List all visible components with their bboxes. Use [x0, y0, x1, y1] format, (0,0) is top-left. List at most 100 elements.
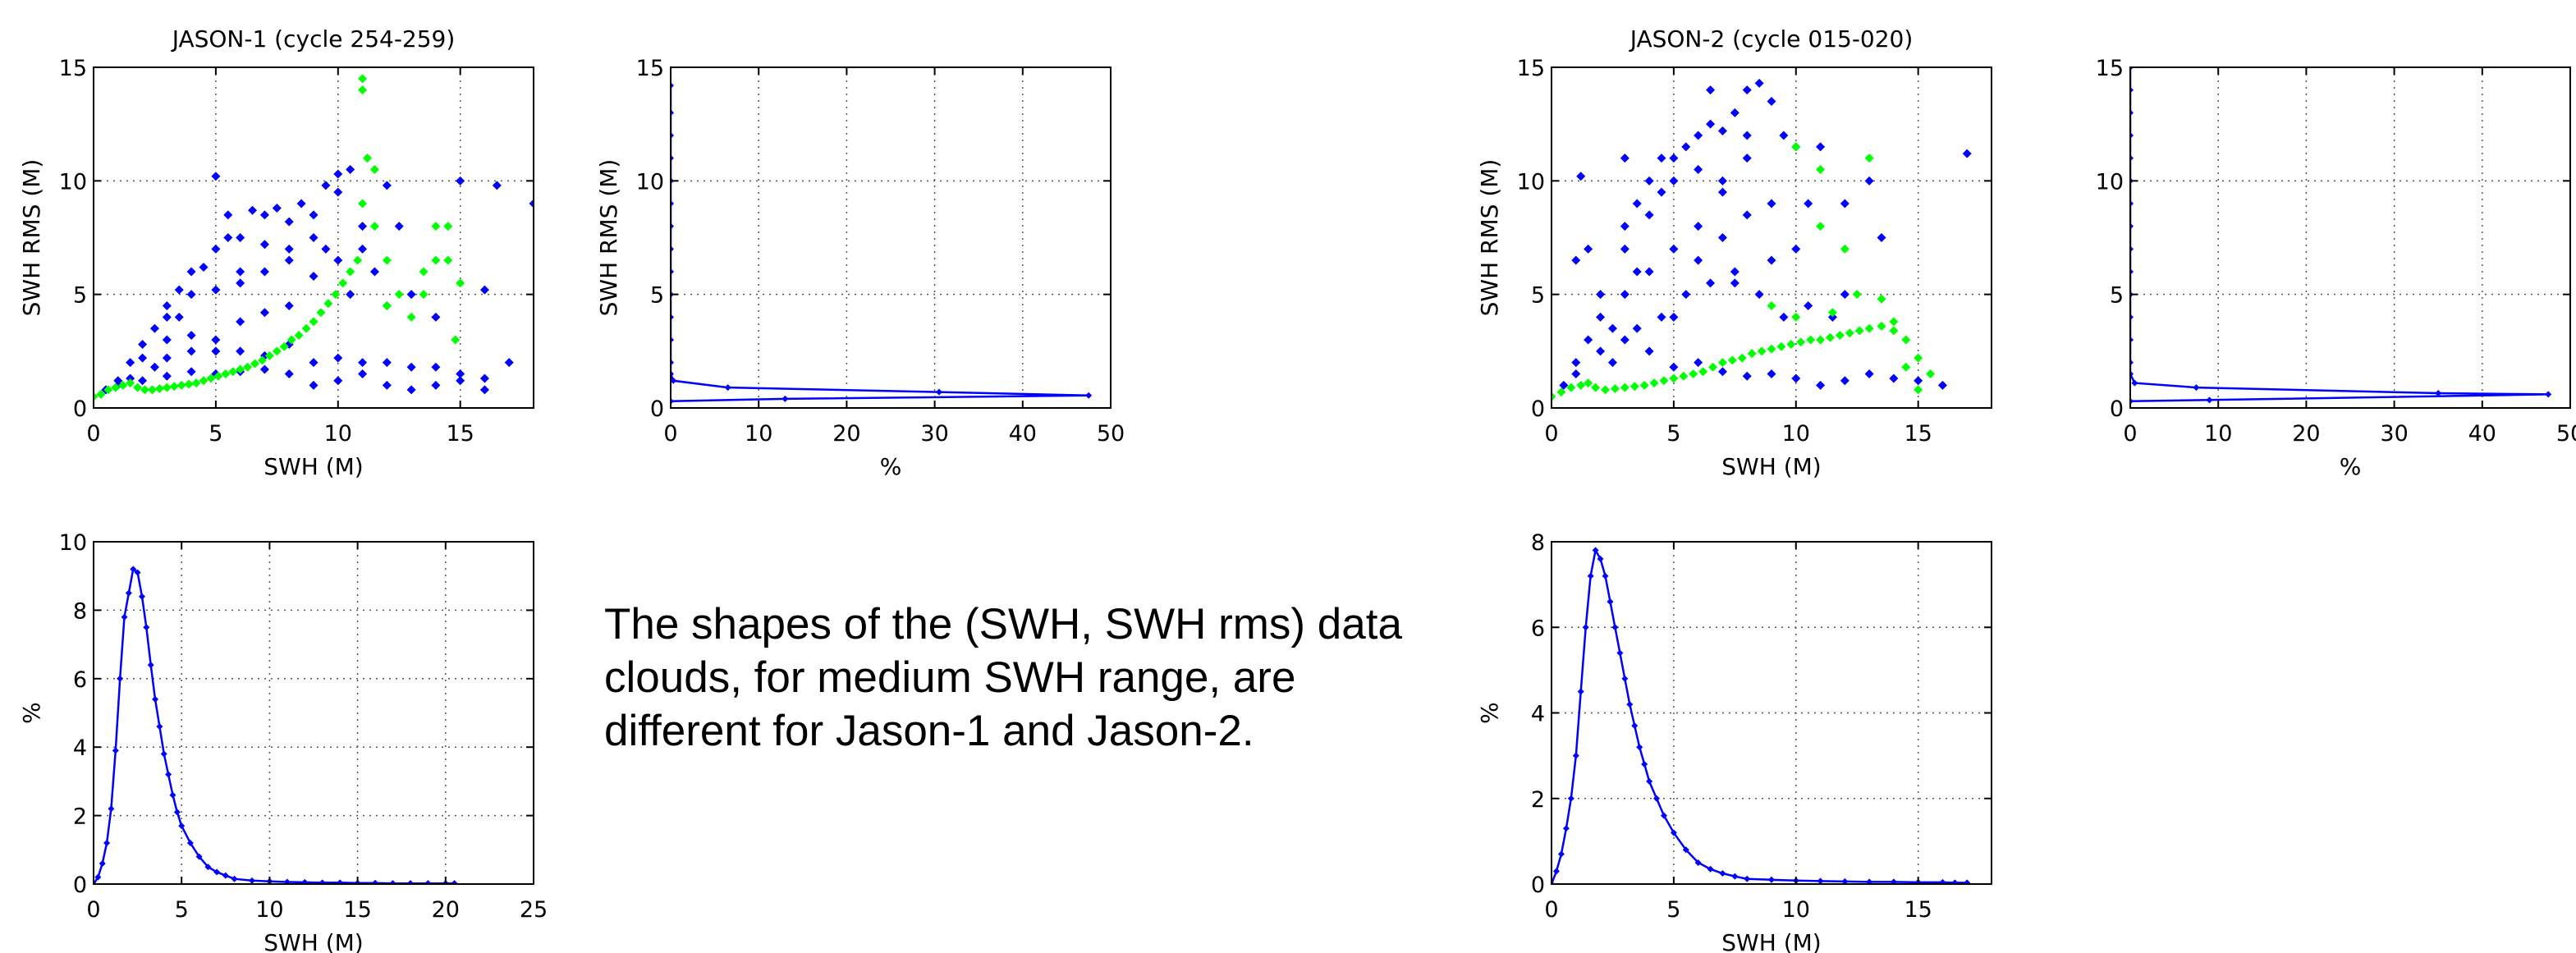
y-tick-label: 5 — [1531, 283, 1545, 309]
line-point — [231, 875, 238, 882]
axes-frame — [93, 66, 534, 409]
scatter-point — [1644, 346, 1654, 356]
scatter-point — [1629, 382, 1639, 392]
scatter-point — [284, 301, 294, 310]
chart-title: JASON-1 (cycle 254-259) — [171, 25, 456, 53]
scatter-point — [1776, 341, 1786, 351]
x-tick-label: 0 — [1544, 897, 1558, 923]
scatter-point — [140, 385, 150, 395]
scatter-point — [1767, 255, 1776, 265]
scatter-point — [406, 290, 416, 300]
scatter-point — [221, 369, 231, 378]
x-axis-label: SWH (M) — [1721, 453, 1821, 480]
scatter-point — [206, 373, 216, 383]
scatter-point — [431, 312, 441, 322]
scatter-point — [1816, 380, 1826, 390]
axes-frame — [2129, 66, 2571, 409]
scatter-point — [211, 285, 221, 295]
scatter-point — [1657, 312, 1666, 322]
scatter-point — [223, 233, 233, 242]
scatter-point — [1854, 326, 1864, 336]
y-tick-label: 10 — [1517, 169, 1545, 195]
scatter-point — [1827, 308, 1837, 318]
scatter-point — [353, 255, 363, 265]
scatter-point — [1620, 290, 1629, 300]
scatter-point — [382, 255, 392, 265]
line-point — [2206, 396, 2213, 404]
line-point — [1616, 649, 1624, 657]
scatter-point — [1742, 85, 1752, 95]
scatter-point — [1864, 369, 1874, 378]
line-point — [2193, 384, 2200, 392]
j2-scatter-chart: 0 5 10 15 0 5 10 15 SWH (M) SWH RMS (M) JASON-2 (c… — [1476, 25, 1992, 480]
scatter-point — [1620, 335, 1629, 345]
line-point — [125, 589, 132, 597]
line-point — [283, 878, 291, 884]
scatter-point — [1914, 376, 1923, 386]
scatter-point — [346, 267, 355, 277]
scatter-point — [1779, 131, 1789, 140]
scatter-point — [333, 353, 343, 363]
scatter-point — [1816, 222, 1826, 231]
x-tick-label: 10 — [2204, 421, 2232, 447]
scatter-point — [1816, 335, 1826, 345]
scatter-point — [1559, 380, 1569, 390]
line-point — [213, 868, 221, 876]
scatter-point — [279, 341, 289, 351]
scatter-point — [236, 364, 245, 374]
scatter-point — [431, 255, 441, 265]
scatter-point — [1742, 210, 1752, 220]
scatter-point — [1889, 373, 1899, 383]
scatter-point — [1926, 369, 1936, 378]
scatter-point — [1669, 312, 1679, 322]
x-tick-label: 5 — [1666, 421, 1680, 447]
line-point — [1572, 752, 1579, 759]
line-point — [1653, 795, 1661, 802]
scatter-point — [284, 255, 294, 265]
scatter-point — [1659, 376, 1669, 386]
line-point — [147, 662, 154, 669]
x-tick-label: 0 — [1544, 421, 1558, 447]
scatter-point — [113, 376, 123, 386]
scatter-point — [382, 358, 392, 368]
scatter-point — [1757, 346, 1767, 356]
line-point — [1731, 873, 1739, 880]
line-point — [1768, 876, 1775, 883]
scatter-point — [1754, 78, 1764, 88]
scatter-point — [1694, 358, 1703, 368]
line-point — [1567, 795, 1574, 802]
scatter-point — [479, 373, 489, 383]
scatter-point — [236, 278, 245, 288]
x-tick-label: 0 — [2123, 421, 2137, 447]
scatter-point — [162, 371, 172, 381]
scatter-point — [1620, 383, 1629, 392]
line-point — [1611, 624, 1619, 631]
scatter-point — [199, 262, 209, 272]
scatter-point — [394, 290, 404, 300]
scatter-point — [1737, 353, 1747, 363]
scatter-point — [406, 362, 416, 372]
scatter-point — [358, 244, 368, 254]
scatter-point — [358, 358, 368, 368]
scatter-point — [184, 379, 194, 389]
caption-text: The shapes of the (SWH, SWH rms) data cl… — [604, 598, 1524, 758]
scatter-point — [1706, 85, 1716, 95]
scatter-point — [1901, 335, 1911, 345]
line-point — [1866, 878, 1873, 884]
scatter-point — [1669, 373, 1679, 383]
x-tick-label: 40 — [1009, 421, 1037, 447]
j2-hist-swh-chart: 0 5 10 15 0 2 4 6 8 SWH (M)% — [1476, 530, 1992, 953]
x-tick-label: 15 — [1904, 421, 1932, 447]
line-point — [1744, 875, 1751, 882]
scatter-point — [431, 362, 441, 372]
scatter-point — [223, 210, 233, 220]
line-point — [1631, 722, 1639, 730]
series-line — [1552, 547, 1968, 884]
scatter-point — [111, 383, 121, 392]
line-point — [935, 388, 942, 396]
scatter-point — [443, 222, 453, 231]
scatter-point — [1706, 119, 1716, 129]
x-axis-label: % — [2340, 453, 2362, 480]
scatter-point — [1767, 97, 1776, 106]
x-tick-label: 15 — [343, 897, 371, 923]
